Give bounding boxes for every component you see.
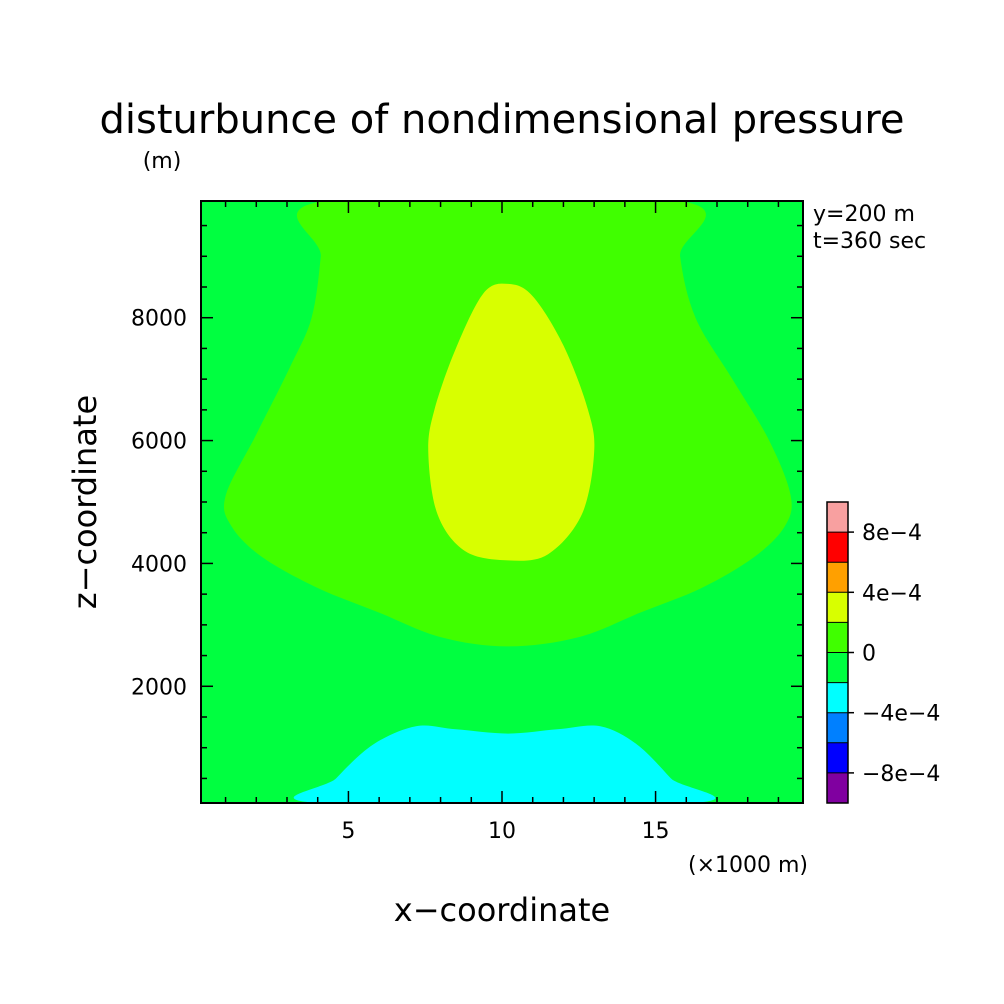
colorbar-swatch bbox=[827, 502, 848, 533]
contour-regions bbox=[223, 201, 792, 803]
colorbar-swatch bbox=[827, 682, 848, 713]
y-tick-labels: 2000 4000 6000 8000 bbox=[131, 307, 187, 701]
x-tick-labels: 5 10 15 bbox=[341, 819, 669, 844]
colorbar-label: −8e−4 bbox=[862, 762, 940, 787]
colorbar-swatch bbox=[827, 562, 848, 593]
y-axis-label: z−coordinate bbox=[66, 395, 104, 609]
colorbar: 8e−4 4e−4 0 −4e−4 −8e−4 bbox=[826, 501, 940, 804]
y-tick-label: 8000 bbox=[131, 307, 187, 332]
y-tick-label: 4000 bbox=[131, 552, 187, 577]
axis-ticks bbox=[201, 201, 803, 803]
y-tick-label: 6000 bbox=[131, 430, 187, 455]
colorbar-label: 4e−4 bbox=[862, 581, 922, 606]
colorbar-label: 8e−4 bbox=[862, 521, 922, 546]
plot-area bbox=[200, 200, 804, 804]
annotation-y-position: y=200 m bbox=[813, 202, 915, 227]
y-tick-label: 2000 bbox=[131, 675, 187, 700]
colorbar-swatch bbox=[827, 592, 848, 623]
x-scale-note: (×1000 m) bbox=[688, 853, 808, 878]
x-axis-label: x−coordinate bbox=[394, 891, 610, 929]
colorbar-label: 0 bbox=[862, 642, 876, 667]
x-tick-label: 5 bbox=[341, 819, 355, 844]
chart-units: (m) bbox=[143, 149, 182, 174]
contour-negative-region bbox=[294, 725, 716, 803]
chart-title: disturbunce of nondimensional pressure bbox=[100, 97, 905, 143]
colorbar-swatch bbox=[827, 772, 848, 803]
colorbar-swatch bbox=[827, 622, 848, 653]
colorbar-swatch bbox=[827, 712, 848, 743]
x-tick-label: 15 bbox=[642, 819, 670, 844]
annotation-time: t=360 sec bbox=[813, 229, 926, 254]
contour-high-pressure-core bbox=[428, 283, 595, 561]
colorbar-label: −4e−4 bbox=[862, 702, 940, 727]
colorbar-swatch bbox=[827, 532, 848, 563]
colorbar-swatch bbox=[827, 652, 848, 683]
x-tick-label: 10 bbox=[488, 819, 516, 844]
colorbar-swatch bbox=[827, 742, 848, 773]
